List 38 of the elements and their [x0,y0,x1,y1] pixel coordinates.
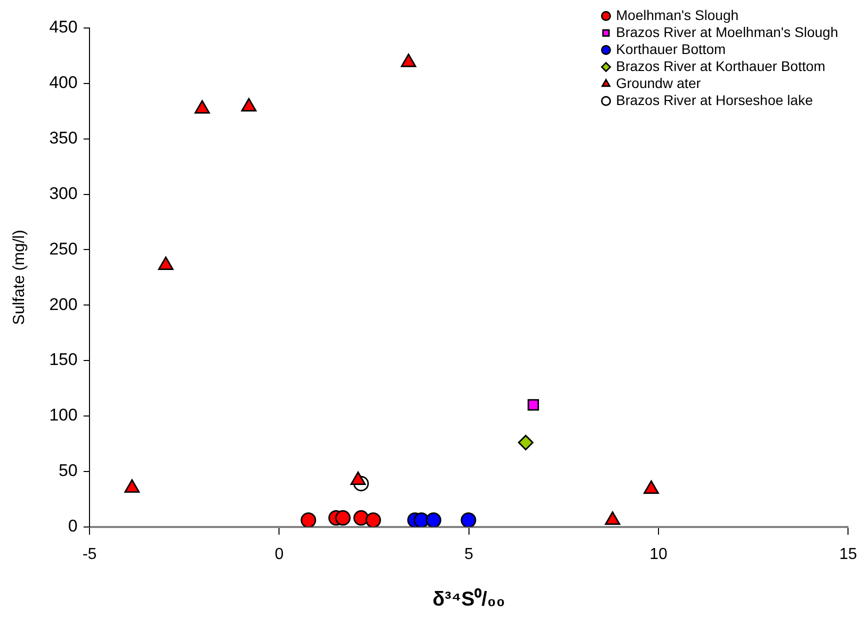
point [400,54,416,68]
y-tick-label: 100 [49,406,78,425]
y-tick-label: 450 [49,18,78,37]
point [300,512,316,527]
y-tick-label: 400 [49,73,78,92]
point [414,512,430,527]
legend-label: Korthauer Bottom [616,40,726,57]
legend-label: Groundw ater [616,74,702,91]
y-tick-label: 150 [49,350,78,370]
y-tick-label: 250 [49,239,78,258]
y-axis-title: Sulfate (mg/l) [11,230,28,325]
legend-label: Brazos River at Moelhman's Slough [616,24,838,40]
x-tick-label: 5 [464,546,474,563]
x-axis-title: δ³⁴S⁰/₀₀ [432,588,506,611]
x-tick-label: 10 [650,546,668,563]
point [366,512,382,527]
y-tick-label: 50 [58,461,78,480]
y-tick-label: 0 [68,516,78,536]
x-tick-label: 0 [274,546,284,563]
point [241,98,257,112]
y-tick-label: 300 [49,184,78,203]
y-tick-label: 200 [49,294,78,314]
legend-label: Brazos River at Korthauer Bottom [616,58,826,74]
legend-label: Moelhman's Slough [616,6,739,23]
point [194,100,210,114]
point [518,434,534,450]
y-tick-label: 350 [49,128,78,148]
point [644,480,659,494]
point [460,512,476,527]
point [335,510,351,526]
point [158,256,174,270]
point [426,512,442,527]
legend-label: Brazos River at Horseshoe lake [616,92,814,108]
point [353,510,369,526]
point [528,399,540,411]
x-tick-label: 15 [839,546,858,563]
point [124,479,140,493]
x-tick-label: -5 [82,546,97,563]
